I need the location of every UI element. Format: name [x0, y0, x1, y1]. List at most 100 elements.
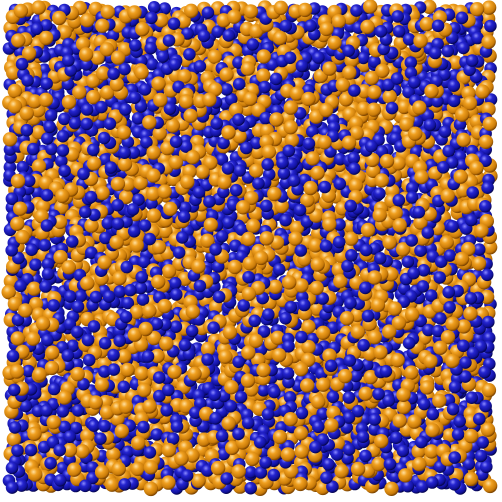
orange-sphere [310, 166, 324, 180]
blue-sphere [260, 200, 273, 213]
blue-sphere [426, 476, 439, 489]
orange-sphere [120, 363, 134, 377]
orange-sphere [95, 186, 109, 200]
blue-sphere [261, 158, 274, 171]
blue-sphere [453, 415, 466, 428]
blue-sphere [87, 144, 100, 157]
orange-sphere [15, 230, 29, 244]
blue-sphere [66, 235, 79, 248]
blue-sphere [107, 349, 120, 362]
orange-sphere [388, 301, 402, 315]
orange-sphere [146, 145, 160, 159]
blue-sphere [429, 47, 442, 60]
blue-sphere [322, 458, 335, 471]
orange-sphere [273, 430, 287, 444]
blue-sphere [288, 174, 301, 187]
blue-sphere [403, 337, 416, 350]
orange-sphere [303, 181, 317, 195]
blue-sphere [144, 42, 157, 55]
orange-sphere [87, 156, 101, 170]
orange-sphere [163, 202, 177, 216]
orange-sphere [367, 270, 381, 284]
blue-sphere [57, 130, 70, 143]
orange-sphere [224, 380, 238, 394]
blue-sphere [434, 312, 447, 325]
blue-sphere [57, 405, 70, 418]
blue-sphere [203, 195, 216, 208]
blue-sphere [119, 103, 132, 116]
blue-sphere [294, 204, 307, 217]
blue-sphere [414, 244, 427, 257]
orange-sphere [464, 429, 478, 443]
orange-sphere [80, 13, 94, 27]
blue-sphere [213, 291, 226, 304]
blue-sphere [181, 469, 194, 482]
orange-sphere [45, 361, 59, 375]
blue-sphere [45, 109, 58, 122]
orange-sphere [18, 303, 32, 317]
blue-sphere [348, 162, 361, 175]
blue-sphere [153, 371, 166, 384]
orange-sphere [393, 218, 407, 232]
blue-sphere [207, 321, 220, 334]
orange-sphere [371, 298, 385, 312]
orange-sphere [161, 475, 175, 489]
blue-sphere [391, 72, 404, 85]
orange-sphere [249, 334, 263, 348]
orange-sphere [105, 478, 119, 492]
orange-sphere [256, 68, 270, 82]
orange-sphere [211, 461, 225, 475]
orange-sphere [115, 424, 129, 438]
blue-sphere [186, 325, 199, 338]
orange-sphere [162, 264, 176, 278]
orange-sphere [11, 33, 25, 47]
orange-sphere [367, 103, 381, 117]
blue-sphere [279, 214, 292, 227]
blue-sphere [53, 444, 66, 457]
blue-sphere [433, 271, 446, 284]
blue-sphere [374, 252, 387, 265]
blue-sphere [465, 292, 478, 305]
orange-sphere [101, 5, 115, 19]
orange-sphere [284, 120, 298, 134]
orange-sphere [310, 257, 324, 271]
blue-sphere [390, 431, 403, 444]
blue-sphere [58, 165, 71, 178]
blue-sphere [333, 236, 346, 249]
orange-sphere [413, 34, 427, 48]
blue-sphere [209, 243, 222, 256]
blue-sphere [57, 144, 70, 157]
orange-sphere [27, 282, 41, 296]
orange-sphere [479, 135, 493, 149]
blue-sphere [457, 42, 470, 55]
orange-sphere [367, 85, 381, 99]
blue-sphere [393, 194, 406, 207]
orange-sphere [398, 468, 412, 482]
orange-sphere [218, 350, 232, 364]
blue-sphere [427, 408, 440, 421]
orange-sphere [482, 383, 496, 397]
orange-sphere [408, 127, 422, 141]
blue-sphere [276, 157, 289, 170]
orange-sphere [259, 231, 273, 245]
blue-sphere [320, 471, 333, 484]
blue-sphere [372, 388, 385, 401]
blue-sphere [424, 119, 437, 132]
blue-sphere [465, 214, 478, 227]
blue-sphere [327, 391, 340, 404]
blue-sphere [202, 6, 215, 19]
blue-sphere [108, 363, 121, 376]
orange-sphere [217, 175, 231, 189]
blue-sphere [233, 164, 246, 177]
orange-sphere [332, 14, 346, 28]
blue-sphere [225, 400, 238, 413]
blue-sphere [320, 240, 333, 253]
blue-sphere [143, 233, 156, 246]
orange-sphere [327, 36, 341, 50]
blue-sphere [345, 249, 358, 262]
orange-sphere [375, 173, 389, 187]
orange-sphere [166, 119, 180, 133]
orange-sphere [80, 276, 94, 290]
orange-sphere [10, 364, 24, 378]
orange-sphere [195, 165, 209, 179]
